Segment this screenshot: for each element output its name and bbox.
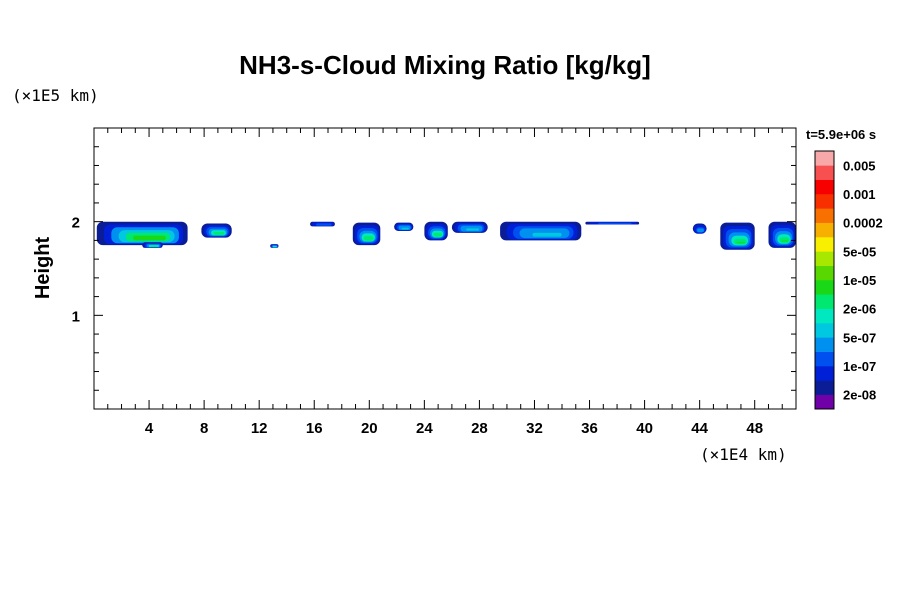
colorbar-swatch: [815, 323, 834, 338]
colorbar-swatch: [815, 179, 834, 195]
cloud-contour: [532, 232, 562, 237]
cloud-contour: [736, 242, 745, 244]
time-label: t=5.9e+06 s: [806, 127, 876, 142]
colorbar-frame: [814, 150, 835, 410]
cloud-patch: [310, 221, 335, 227]
cloud-contour: [316, 223, 332, 226]
cloud-contour: [150, 245, 158, 247]
colorbar-swatch: [815, 308, 834, 324]
y-tick-label: 1: [72, 308, 80, 325]
colorbar-swatch: [815, 165, 834, 180]
cloud-contour: [133, 235, 166, 241]
cloud-patch: [424, 221, 448, 241]
colorbar: 2e-08 1e-07 5e-07 2e-06 1e-05 5e-05 0.0002 0.00…: [814, 150, 883, 410]
x-unit-label: (×1E4 km): [700, 445, 787, 464]
plot-background: [94, 128, 796, 409]
colorbar-swatch: [815, 380, 834, 395]
y-unit-label: (×1E5 km): [12, 86, 99, 105]
cloud-contour: [466, 228, 480, 231]
x-tick-label: 40: [636, 420, 653, 437]
x-tick-label: 20: [361, 420, 378, 437]
colorbar-label: 2e-06: [843, 302, 876, 317]
cloud-patch: [201, 223, 232, 238]
cloud-patch: [270, 244, 279, 248]
cloud-patch: [692, 223, 707, 234]
cloud-contour: [698, 229, 704, 232]
colorbar-swatch: [815, 222, 834, 238]
colorbar-swatch: [815, 337, 834, 352]
cloud-patch: [394, 222, 414, 231]
cloud-contour: [433, 232, 443, 237]
colorbar-label: 0.005: [843, 158, 876, 173]
colorbar-swatch: [815, 194, 834, 209]
x-tick-label: 44: [691, 420, 708, 437]
colorbar-swatch: [815, 208, 834, 223]
colorbar-swatch: [815, 251, 834, 266]
x-tick-label: 36: [581, 420, 598, 437]
cloud-layer: [96, 221, 796, 250]
x-tick-label: 8: [200, 420, 208, 437]
x-tick-label: 48: [746, 420, 763, 437]
colorbar-swatch: [815, 151, 834, 166]
cloud-contour: [272, 245, 277, 248]
cloud-contour: [363, 236, 374, 241]
colorbar-label: 2e-08: [843, 388, 876, 403]
cloud-patch: [768, 221, 796, 248]
x-tick-label: 28: [471, 420, 488, 437]
cloud-patch: [500, 221, 582, 241]
colorbar-label: 1e-07: [843, 359, 876, 374]
cloud-contour: [598, 222, 632, 225]
cloud-patch: [96, 221, 188, 246]
cloud-patch: [142, 242, 163, 248]
colorbar-label: 0.001: [843, 187, 876, 202]
x-tick-label: 16: [306, 420, 323, 437]
cloud-patch: [352, 222, 381, 246]
colorbar-swatch: [815, 265, 834, 281]
cloud-contour: [734, 238, 747, 245]
cloud-patch: [585, 221, 640, 225]
cloud-contour: [781, 240, 789, 242]
colorbar-swatch: [815, 394, 834, 410]
x-tick-label: 12: [251, 420, 268, 437]
x-tick-label: 24: [416, 420, 433, 437]
colorbar-label: 5e-07: [843, 330, 876, 345]
cloud-patch: [451, 221, 488, 233]
colorbar-label: 1e-05: [843, 273, 876, 288]
x-tick-label: 4: [145, 420, 154, 437]
colorbar-swatch: [815, 294, 834, 309]
cloud-contour: [213, 232, 225, 235]
colorbar-swatch: [815, 280, 834, 295]
colorbar-swatch: [815, 351, 834, 367]
colorbar-swatch: [815, 237, 834, 252]
cloud-contour: [779, 237, 790, 243]
x-tick-label: 32: [526, 420, 543, 437]
colorbar-label: 0.0002: [843, 216, 883, 231]
colorbar-swatch: [815, 366, 834, 381]
y-tick-label: 2: [72, 215, 80, 232]
cloud-contour: [401, 227, 409, 230]
chart-title: NH3-s-Cloud Mixing Ratio [kg/kg]: [239, 50, 651, 80]
colorbar-label: 5e-05: [843, 244, 876, 259]
cloud-patch: [720, 222, 755, 250]
plot-frame: [93, 127, 797, 410]
y-axis-label: Height: [32, 237, 54, 300]
